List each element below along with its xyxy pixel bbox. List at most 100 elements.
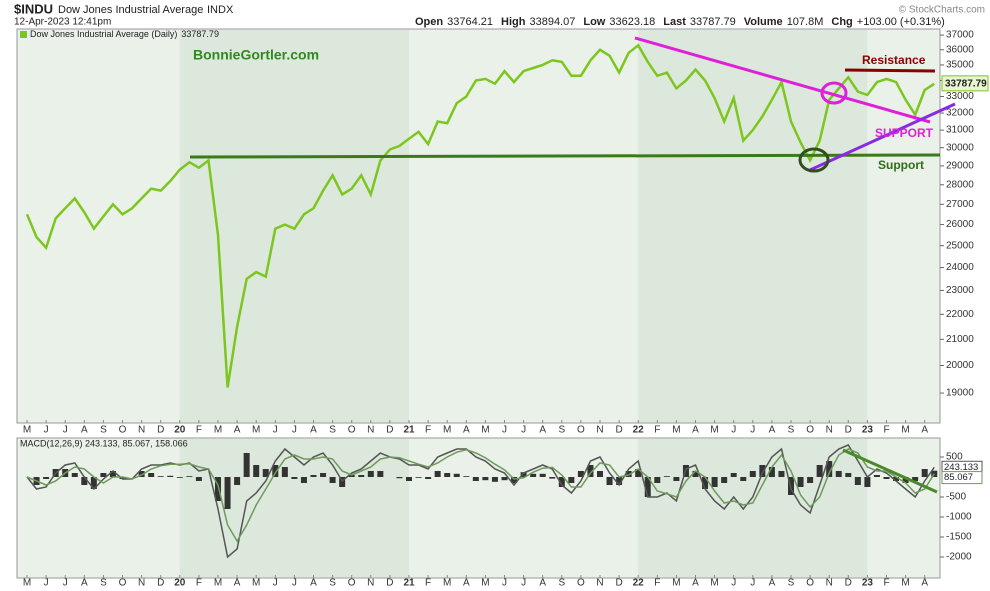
y-tick-label: 500 [946,452,963,463]
x-tick-label: J [292,425,297,436]
support-line [189,153,941,159]
x-tick-label: N [826,425,833,436]
index-name: Dow Jones Industrial Average [58,4,203,16]
y-tick-label: 19000 [946,388,974,399]
histogram-bar [644,477,651,497]
x-tick-label: 22 [633,578,645,589]
x-tick-label: J [750,425,755,436]
x-tick-label: S [788,578,795,589]
x-tick-label: F [654,578,660,589]
y-tick-label: 23000 [946,285,974,296]
x-tick-label: J [292,578,297,589]
x-tick-label: J [731,425,736,436]
histogram-bar [148,473,155,477]
histogram-bar [281,467,288,477]
histogram-bar [320,473,327,477]
x-tick-label: A [921,578,928,589]
x-tick-label: J [502,425,507,436]
histogram-bar [444,473,451,477]
x-tick-label: D [615,578,622,589]
x-tick-label: J [44,578,49,589]
histogram-bar [43,477,50,479]
histogram-bar [635,469,642,477]
x-tick-label: M [252,578,260,589]
histogram-bar [358,475,365,477]
histogram-bar [702,477,709,489]
x-tick-label: N [138,425,145,436]
x-tick-label: J [273,578,278,589]
year-band [179,439,409,577]
x-tick-label: 23 [862,578,874,589]
histogram-bar [472,477,479,481]
histogram-bar [864,477,871,487]
histogram-bar [520,472,527,477]
annotations: BonnieGortler.com Resistance SUPPORT Suppor… [193,47,934,172]
quote-label: Low [583,16,605,28]
annotation: Support [878,158,924,172]
legend-swatch [20,31,27,38]
x-tick-label: J [44,425,49,436]
x-tick-label: A [234,425,241,436]
annotation: BonnieGortler.com [193,47,319,63]
annotation: SUPPORT [875,126,934,140]
histogram-bar [883,477,890,479]
x-tick-label: D [157,425,164,436]
histogram-bar [215,477,221,501]
annotation-lines [189,36,956,494]
x-tick-label: A [81,578,88,589]
histogram-bar [157,476,164,477]
legend: Dow Jones Industrial Average (Daily) 3378… [30,29,219,39]
macd-line [26,448,935,543]
uptrend-line [809,102,956,172]
resistance-line [844,68,936,73]
histogram-bar [119,477,126,479]
x-tick-label: A [310,425,317,436]
x-tick-label: D [386,578,393,589]
histogram-bar [463,476,470,477]
y-tick-label: 22000 [946,309,974,320]
breakout-circle [820,81,848,105]
x-tick-label: M [23,578,31,589]
histogram-bar [81,477,88,485]
histogram-bar [434,471,441,477]
histogram-bar [100,473,107,477]
histogram-bar [768,467,775,477]
histogram-bar [616,477,623,485]
y-tick-label: 31000 [946,125,974,136]
x-tick-label: F [883,578,889,589]
histogram-bar [759,465,766,477]
quote-value: 33764.21 [447,16,493,28]
histogram-bar [568,477,575,483]
histogram-bar [730,473,737,477]
y-tick-label: -2000 [946,552,972,563]
histogram-bar [873,475,880,477]
y-tick-label: 21000 [946,334,974,345]
y-tick-label: -1000 [946,512,972,523]
histogram-bar [367,471,374,477]
quote: Open 33764.21 High 33894.07 Low 33623.18 Last 3… [415,16,945,28]
quote-value: 33894.07 [529,16,575,28]
y-tick-label: 35000 [946,60,974,71]
quote-label: High [501,16,526,28]
y-tick-label: 32000 [946,108,974,119]
x-tick-label: S [788,425,795,436]
histogram-bar [711,477,718,487]
histogram-bar [415,477,422,478]
histogram-bar [482,477,489,481]
histogram-bar [224,477,231,509]
histogram-bar [138,471,145,477]
x-tick-label: M [443,425,451,436]
y-tick-label: 20000 [946,360,974,371]
y-tick-label: 29000 [946,161,974,172]
x-tick-label: F [196,578,202,589]
x-tick-label: S [100,425,107,436]
x-tick-label: 21 [403,578,415,589]
last-value-box [941,75,989,92]
x-tick-label: M [23,425,31,436]
y-tick-label: 30000 [946,142,974,153]
x-tick-label: M [710,425,718,436]
x-tick-label: M [481,425,489,436]
histogram-bar [310,475,317,477]
